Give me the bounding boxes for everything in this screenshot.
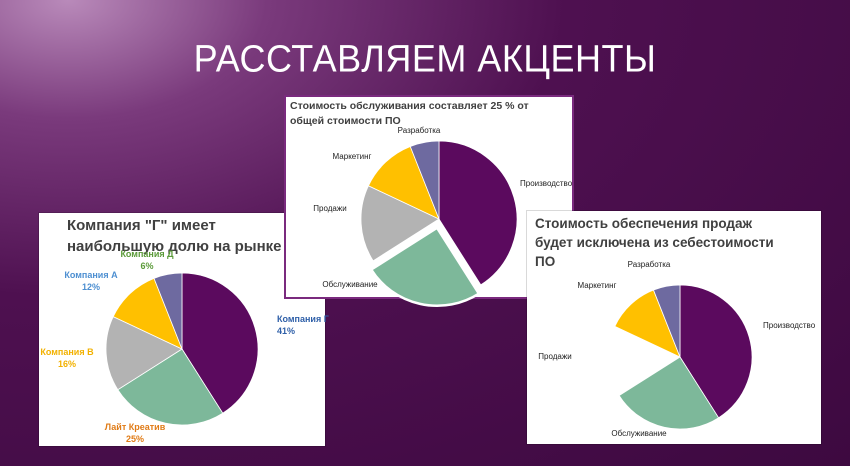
pie-slice-lite-creative	[117, 348, 224, 426]
chart-title-maintenance: Стоимость обслуживания составляет 25 % о…	[290, 100, 529, 127]
pie-slice-maintenance	[618, 356, 720, 430]
pie-percent-company-v: 16%	[58, 359, 76, 369]
chart-title-sales-excluded: Стоимость обеспечения продаж будет исклю…	[535, 216, 774, 269]
pie-label-company-v: Компания В	[40, 347, 94, 357]
pie-slice-development	[409, 140, 440, 220]
pie-percent-company-d: 6%	[140, 261, 153, 271]
pie-slice-development	[652, 284, 681, 358]
pie-label-production: Производство	[520, 179, 573, 188]
slide-title: РАССТАВЛЯЕМ АКЦЕНТЫ	[193, 36, 657, 80]
pie-percent-lite-creative: 25%	[126, 434, 144, 444]
pie-slice-maintenance	[369, 226, 481, 308]
chart-panel-sales-excluded: Стоимость обеспечения продаж будет исклю…	[527, 211, 821, 444]
pie-chart-market-share: Компания Г 41% Лайт Креатив 25% Компания В 16…	[40, 249, 328, 444]
chart-title-market-share: Компания "Г" имеет наибольшую долю на ры…	[67, 217, 282, 255]
pie-slice-production	[438, 140, 518, 286]
pie-slice-company-d	[153, 272, 183, 350]
pie-label-maintenance: Обслуживание	[611, 429, 667, 438]
pie-label-company-g: Компания Г	[277, 314, 329, 324]
chart-panel-maintenance: Стоимость обслуживания составляет 25 % о…	[284, 95, 574, 308]
chart-panel-market-share: Компания "Г" имеет наибольшую долю на ры…	[39, 213, 329, 446]
pie-label-production: Производство	[763, 321, 816, 330]
pie-label-lite-creative: Лайт Креатив	[105, 422, 166, 432]
pie-label-development: Разработка	[398, 126, 441, 135]
pie-label-marketing: Маркетинг	[333, 152, 372, 161]
pie-slice-company-g	[181, 272, 259, 414]
pie-label-company-d: Компания Д	[120, 249, 174, 259]
pie-label-marketing: Маркетинг	[578, 281, 617, 290]
pie-label-development: Разработка	[628, 260, 671, 269]
pie-slice-sales	[360, 185, 440, 262]
pie-label-company-a: Компания А	[64, 270, 118, 280]
pie-label-sales: Продажи	[538, 352, 571, 361]
pie-chart-sales-excluded: Производство Обслуживание Продажи Маркетинг…	[538, 260, 816, 438]
pie-label-maintenance: Обслуживание	[322, 280, 378, 289]
pie-chart-maintenance: Производство Обслуживание Продажи Маркетинг…	[313, 126, 573, 308]
pie-slice-company-v	[105, 316, 183, 391]
pie-percent-company-g: 41%	[277, 326, 295, 336]
pie-label-sales: Продажи	[313, 204, 346, 213]
pie-percent-company-a: 12%	[82, 282, 100, 292]
